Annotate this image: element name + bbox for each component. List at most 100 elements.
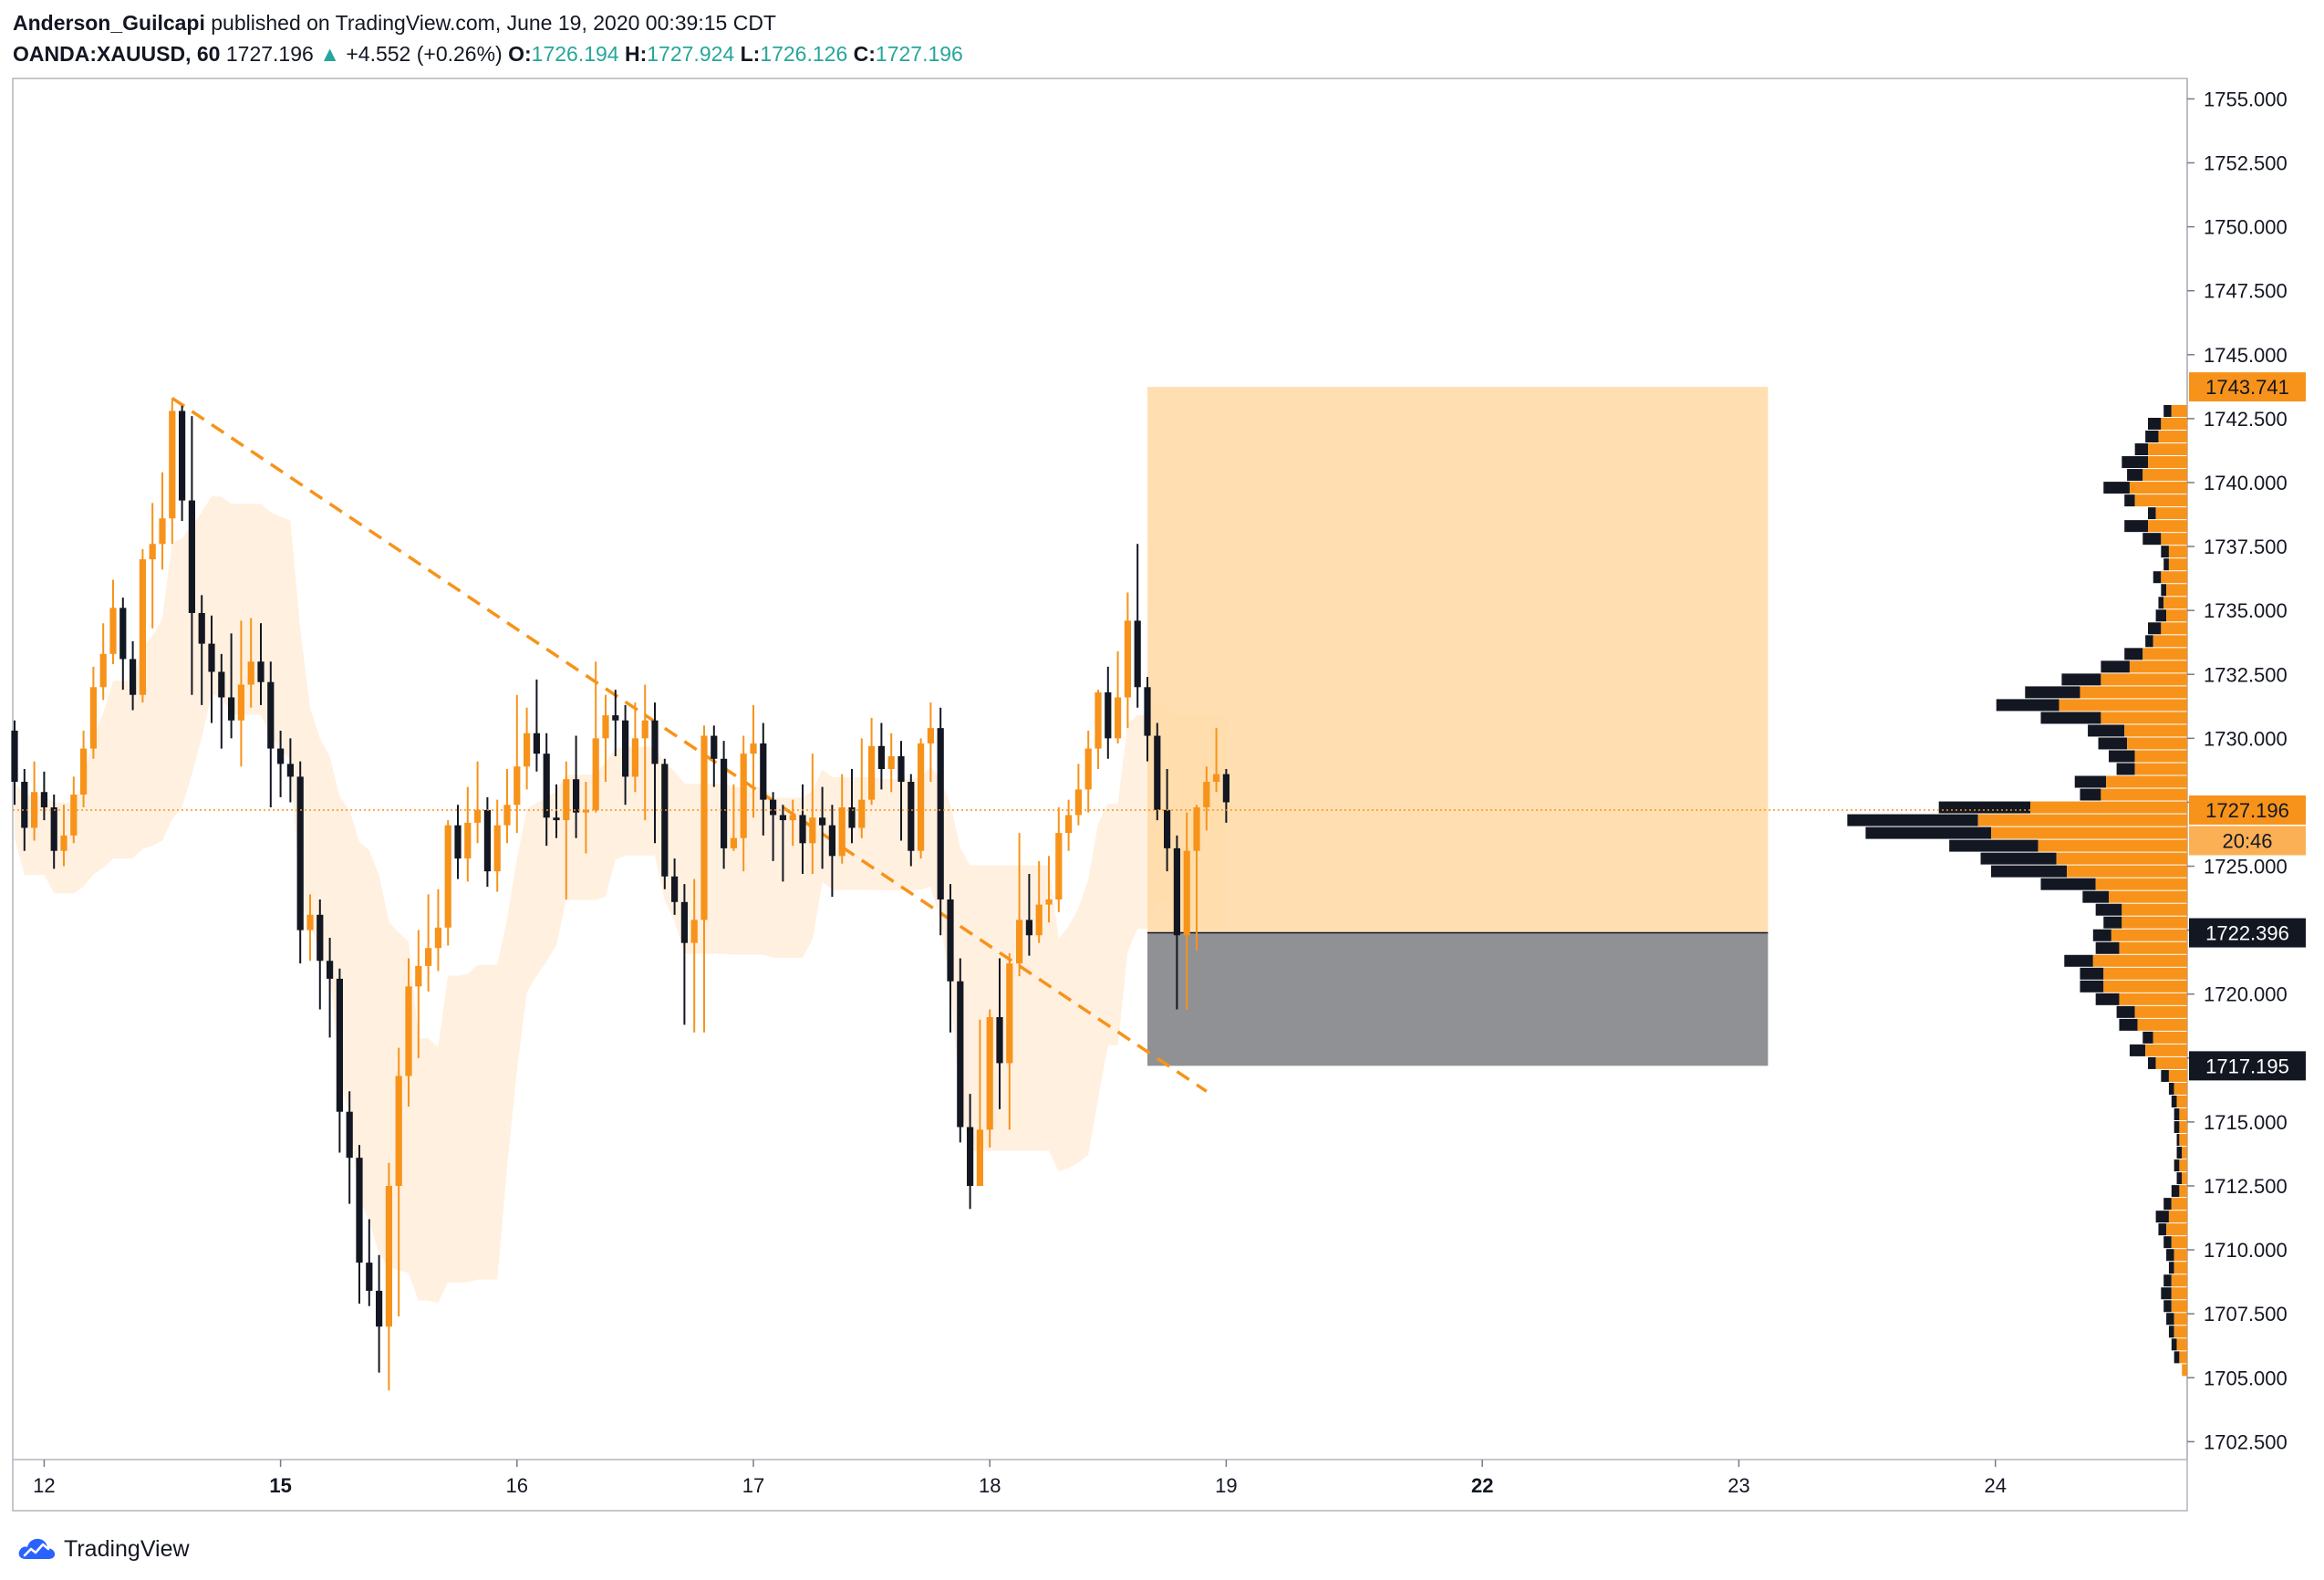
candle[interactable]	[877, 722, 885, 790]
candle[interactable]	[553, 784, 560, 838]
candle[interactable]	[1025, 873, 1032, 956]
candle[interactable]	[622, 704, 629, 806]
candle[interactable]	[631, 702, 638, 793]
candle[interactable]	[277, 730, 285, 797]
price-axis-label[interactable]: 1717.195	[2189, 1051, 2306, 1081]
candle[interactable]	[444, 820, 451, 946]
candle[interactable]	[996, 958, 1003, 1109]
candle[interactable]	[1164, 769, 1171, 872]
candle[interactable]	[356, 1145, 363, 1304]
candle[interactable]	[1065, 799, 1073, 851]
candle[interactable]	[848, 769, 856, 844]
price-axis-label[interactable]: 1743.741	[2189, 372, 2306, 402]
candle[interactable]	[1144, 677, 1151, 762]
candle[interactable]	[119, 598, 127, 691]
candle[interactable]	[316, 899, 324, 1010]
candle[interactable]	[218, 653, 225, 749]
candle[interactable]	[671, 858, 679, 915]
candle[interactable]	[267, 661, 275, 808]
candle[interactable]	[198, 595, 205, 705]
candle[interactable]	[1074, 764, 1082, 826]
candle[interactable]	[493, 799, 501, 892]
candle[interactable]	[296, 761, 304, 964]
candle[interactable]	[661, 758, 669, 889]
candle[interactable]	[612, 690, 619, 756]
candle[interactable]	[651, 702, 659, 844]
candle[interactable]	[21, 769, 28, 851]
candle[interactable]	[711, 725, 718, 787]
candle[interactable]	[1213, 728, 1220, 793]
price-axis-label[interactable]: 1727.196	[2189, 795, 2306, 825]
candle[interactable]	[789, 799, 796, 847]
candle[interactable]	[957, 958, 964, 1143]
symbol-label[interactable]: OANDA:XAUUSD, 60	[13, 42, 221, 66]
candle[interactable]	[976, 1019, 983, 1187]
candle[interactable]	[247, 618, 254, 708]
candle[interactable]	[159, 472, 166, 570]
candle[interactable]	[1193, 805, 1200, 951]
candle[interactable]	[1154, 722, 1161, 821]
candle[interactable]	[31, 761, 38, 841]
candle[interactable]	[434, 889, 441, 972]
candle[interactable]	[1173, 835, 1180, 1010]
candle[interactable]	[690, 878, 698, 1033]
candle[interactable]	[799, 784, 806, 874]
candle[interactable]	[208, 615, 215, 723]
candle[interactable]	[1045, 856, 1053, 923]
candle[interactable]	[257, 623, 265, 705]
candle[interactable]	[897, 741, 905, 841]
candle[interactable]	[563, 761, 570, 899]
candle[interactable]	[395, 1047, 402, 1316]
trendline[interactable]	[171, 397, 1208, 1093]
candle[interactable]	[680, 884, 688, 1025]
candle[interactable]	[1035, 860, 1043, 943]
candle[interactable]	[425, 894, 432, 992]
candle[interactable]	[286, 738, 294, 803]
candle[interactable]	[60, 805, 67, 867]
candle[interactable]	[415, 930, 422, 1058]
candle[interactable]	[385, 1162, 392, 1391]
candle[interactable]	[464, 786, 472, 882]
candle[interactable]	[543, 733, 550, 847]
candle[interactable]	[573, 735, 580, 838]
candle[interactable]	[809, 754, 816, 874]
candle[interactable]	[40, 771, 47, 821]
candle[interactable]	[1134, 544, 1141, 708]
author-name[interactable]: Anderson_Guilcapi	[13, 11, 205, 35]
candle[interactable]	[858, 738, 866, 838]
candle[interactable]	[986, 1009, 993, 1148]
candle[interactable]	[228, 633, 235, 739]
candle[interactable]	[483, 796, 491, 887]
candle[interactable]	[188, 416, 195, 695]
candle[interactable]	[376, 1254, 383, 1373]
candle[interactable]	[327, 938, 334, 1038]
candle[interactable]	[1124, 592, 1131, 729]
candle[interactable]	[1095, 690, 1102, 769]
candle[interactable]	[366, 1219, 373, 1306]
candle[interactable]	[770, 792, 777, 861]
candle[interactable]	[937, 707, 944, 936]
candle[interactable]	[1105, 666, 1112, 759]
candle[interactable]	[828, 805, 835, 898]
tradingview-cloud-icon[interactable]	[16, 1535, 57, 1563]
candle[interactable]	[169, 398, 176, 545]
candle[interactable]	[237, 620, 244, 767]
footer-brand[interactable]: TradingView	[64, 1535, 190, 1562]
candle[interactable]	[582, 782, 589, 854]
candle[interactable]	[336, 968, 343, 1153]
candle[interactable]	[947, 884, 954, 1033]
target-zone[interactable]	[1147, 387, 1769, 933]
candle[interactable]	[819, 786, 826, 869]
candle[interactable]	[80, 730, 88, 808]
candle[interactable]	[1084, 730, 1092, 813]
candle[interactable]	[1115, 651, 1122, 743]
candle[interactable]	[602, 694, 609, 783]
candle[interactable]	[503, 769, 511, 844]
candle[interactable]	[760, 722, 767, 836]
candle[interactable]	[405, 958, 412, 1107]
candle[interactable]	[779, 805, 786, 882]
candle[interactable]	[1006, 952, 1013, 1130]
candle[interactable]	[99, 623, 107, 701]
candle[interactable]	[908, 774, 915, 867]
candle[interactable]	[750, 704, 757, 818]
